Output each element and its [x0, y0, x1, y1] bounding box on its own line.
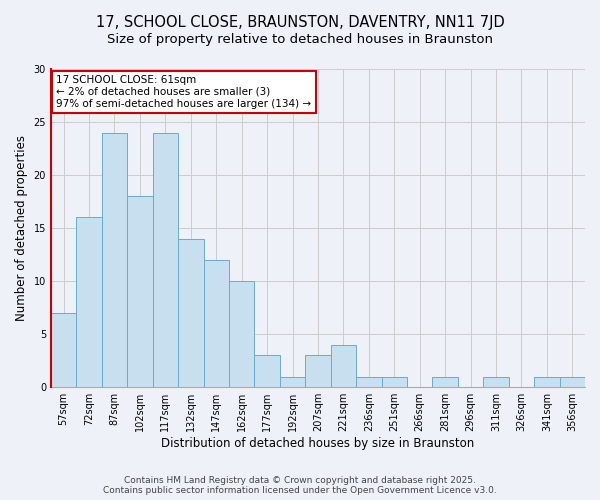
Bar	[331, 345, 356, 387]
Bar	[254, 356, 280, 387]
Bar	[178, 238, 203, 387]
Text: 17, SCHOOL CLOSE, BRAUNSTON, DAVENTRY, NN11 7JD: 17, SCHOOL CLOSE, BRAUNSTON, DAVENTRY, N…	[95, 15, 505, 30]
Bar	[560, 376, 585, 387]
Bar	[534, 376, 560, 387]
Text: 17 SCHOOL CLOSE: 61sqm
← 2% of detached houses are smaller (3)
97% of semi-detac: 17 SCHOOL CLOSE: 61sqm ← 2% of detached …	[56, 76, 311, 108]
Y-axis label: Number of detached properties: Number of detached properties	[15, 135, 28, 321]
Text: Size of property relative to detached houses in Braunston: Size of property relative to detached ho…	[107, 32, 493, 46]
Bar	[356, 376, 382, 387]
Bar	[127, 196, 152, 387]
Bar	[152, 132, 178, 387]
Bar	[229, 281, 254, 387]
Bar	[483, 376, 509, 387]
Bar	[280, 376, 305, 387]
Bar	[433, 376, 458, 387]
Bar	[382, 376, 407, 387]
Bar	[76, 218, 102, 387]
X-axis label: Distribution of detached houses by size in Braunston: Distribution of detached houses by size …	[161, 437, 475, 450]
Bar	[51, 313, 76, 387]
Bar	[203, 260, 229, 387]
Text: Contains HM Land Registry data © Crown copyright and database right 2025.
Contai: Contains HM Land Registry data © Crown c…	[103, 476, 497, 495]
Bar	[305, 356, 331, 387]
Bar	[102, 132, 127, 387]
